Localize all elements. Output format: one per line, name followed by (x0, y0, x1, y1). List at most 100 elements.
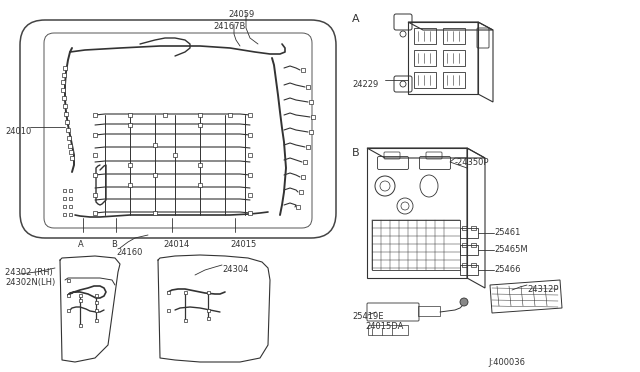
Bar (67, 294, 70, 296)
Bar (153, 173, 157, 177)
Text: -24350P: -24350P (455, 158, 490, 167)
Circle shape (400, 81, 406, 87)
Bar (303, 160, 307, 164)
Bar (93, 133, 97, 137)
Bar (63, 66, 67, 70)
Bar (248, 153, 252, 157)
Bar (63, 104, 67, 108)
Circle shape (375, 176, 395, 196)
Bar (69, 150, 73, 154)
Bar (368, 325, 408, 335)
Bar (248, 211, 252, 215)
Bar (248, 193, 252, 197)
Bar (62, 96, 66, 100)
Bar (166, 291, 170, 294)
Bar (68, 196, 72, 199)
Text: 25419E: 25419E (352, 312, 383, 321)
Bar (95, 318, 97, 321)
Bar (296, 205, 300, 209)
Bar (198, 113, 202, 117)
Bar (460, 265, 478, 275)
Bar (153, 143, 157, 147)
Bar (68, 189, 72, 192)
Text: 25466: 25466 (494, 265, 520, 274)
Bar (163, 113, 167, 117)
Bar (462, 243, 467, 247)
Text: 24014: 24014 (163, 240, 189, 249)
Bar (68, 205, 72, 208)
Bar (443, 72, 465, 88)
Bar (95, 308, 97, 311)
Bar (309, 130, 313, 134)
Text: A: A (352, 14, 360, 24)
Text: 24229: 24229 (352, 80, 378, 89)
Text: A: A (78, 240, 84, 249)
Bar (173, 153, 177, 157)
Text: 25465M: 25465M (494, 245, 527, 254)
Text: 24015: 24015 (230, 240, 256, 249)
Bar (309, 100, 313, 104)
Bar (301, 175, 305, 179)
Bar (67, 136, 71, 140)
Circle shape (400, 31, 406, 37)
Bar (67, 128, 70, 132)
Bar (306, 85, 310, 89)
Bar (128, 163, 132, 167)
Bar (67, 308, 70, 311)
Bar (443, 50, 465, 66)
Bar (65, 120, 68, 124)
Bar (462, 263, 467, 267)
Bar (61, 80, 65, 84)
Text: 24010: 24010 (5, 127, 31, 136)
Text: 24312P: 24312P (527, 285, 559, 294)
Bar (207, 308, 209, 311)
Bar (198, 123, 202, 127)
Text: B: B (352, 148, 360, 158)
Bar (95, 301, 97, 304)
Bar (301, 68, 305, 72)
Circle shape (401, 202, 409, 210)
Text: 24167B: 24167B (213, 22, 245, 31)
Bar (184, 291, 186, 294)
Bar (198, 183, 202, 187)
Circle shape (380, 181, 390, 191)
Bar (414, 28, 436, 44)
Bar (61, 88, 65, 92)
Bar (64, 112, 68, 116)
Bar (79, 294, 81, 296)
Bar (462, 226, 467, 230)
Bar (414, 50, 436, 66)
Bar (367, 148, 467, 278)
Bar (128, 183, 132, 187)
Text: J:400036: J:400036 (488, 358, 525, 367)
Bar (198, 163, 202, 167)
Bar (408, 22, 478, 94)
Bar (153, 211, 157, 215)
Bar (228, 113, 232, 117)
Bar (93, 153, 97, 157)
Bar (67, 279, 70, 282)
Bar (62, 73, 66, 77)
Bar (128, 113, 132, 117)
Bar (166, 308, 170, 311)
Bar (443, 28, 465, 44)
Bar (68, 212, 72, 215)
Bar (63, 189, 65, 192)
Circle shape (460, 298, 468, 306)
Text: 25461: 25461 (494, 228, 520, 237)
Bar (93, 211, 97, 215)
Bar (471, 263, 476, 267)
Bar (299, 190, 303, 194)
Bar (95, 294, 97, 296)
Bar (248, 113, 252, 117)
Bar (248, 133, 252, 137)
Bar (63, 196, 65, 199)
Bar (306, 145, 310, 149)
Bar (93, 173, 97, 177)
Bar (418, 306, 440, 316)
Text: 24302 (RH): 24302 (RH) (5, 268, 52, 277)
Bar (471, 226, 476, 230)
Bar (460, 228, 478, 238)
Bar (93, 193, 97, 197)
Bar (248, 173, 252, 177)
